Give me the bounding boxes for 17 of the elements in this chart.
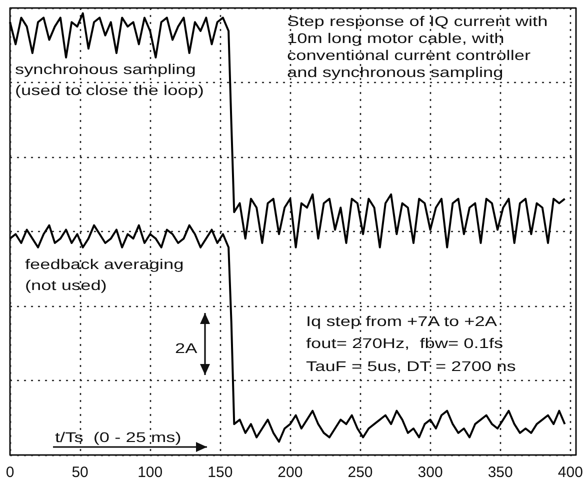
annotation: 2A [175, 340, 198, 356]
x-tick-label: 0 [6, 464, 14, 481]
x-tick-label: 150 [208, 464, 233, 481]
annotation: fout= 270Hz, fbw= 0.1fs [306, 336, 504, 352]
annotation: TauF = 5us, DT = 2700 ns [306, 358, 516, 374]
series-label: feedback averaging (not used) [25, 256, 184, 294]
x-tick-label: 350 [488, 464, 513, 481]
text: Step response of IQ current with 10m long motor cable, with conventional current controller and synchronous sampling [287, 14, 553, 80]
x-axis-title: t/Ts (0 - 25 ms) [55, 430, 182, 446]
x-tick-label: 100 [138, 464, 163, 481]
x-tick-label: 400 [558, 464, 583, 481]
series-label: synchronous sampling (used to close the loop) [15, 62, 204, 98]
annotation: Iq step from +7A to +2A [306, 314, 498, 330]
x-tick-label: 50 [72, 464, 88, 481]
x-tick-label: 200 [278, 464, 303, 481]
x-tick-label: 300 [418, 464, 443, 481]
x-tick-label: 250 [348, 464, 373, 481]
